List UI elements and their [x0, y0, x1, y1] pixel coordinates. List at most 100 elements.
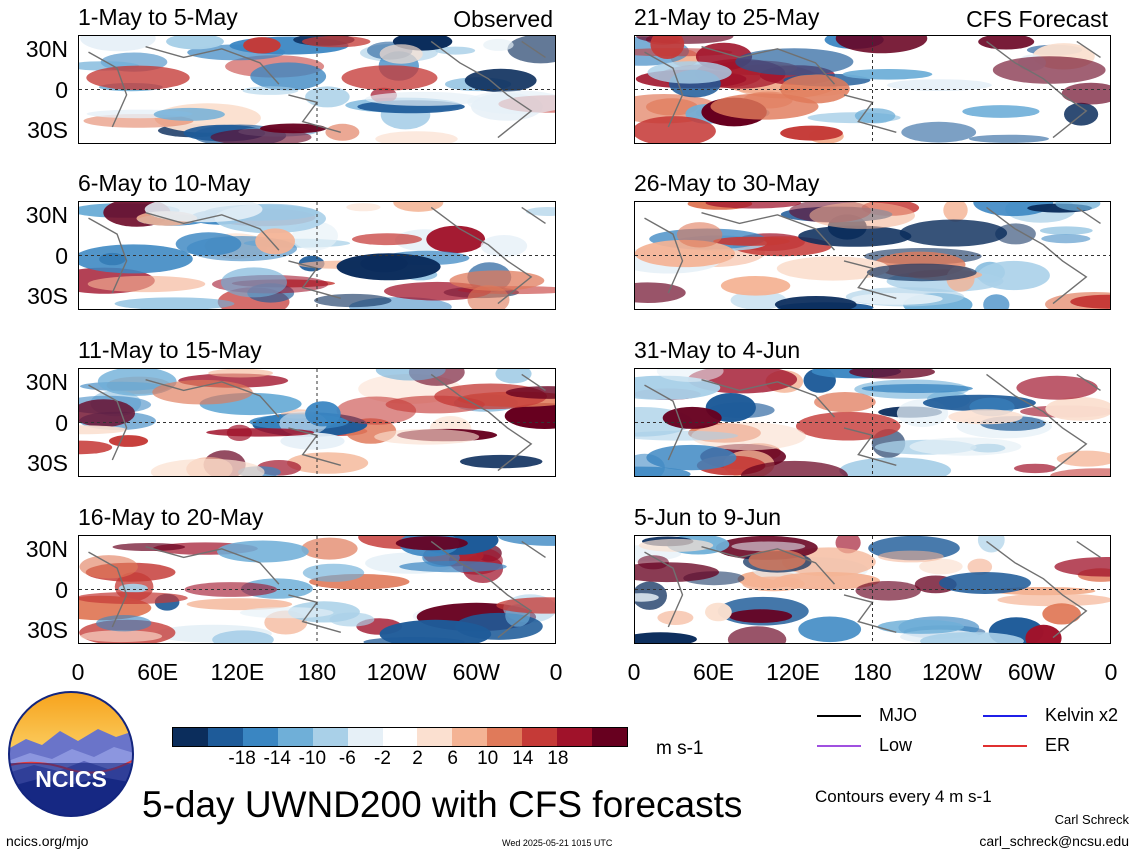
anomaly-blob	[939, 572, 1031, 594]
colorbar-swatch	[417, 728, 453, 746]
colorbar-swatch	[207, 728, 243, 746]
anomaly-blob	[255, 228, 295, 255]
legend-item: Low	[817, 735, 912, 755]
site-url: ncics.org/mjo	[6, 833, 89, 849]
latitude-tick: 30N	[25, 202, 68, 228]
anomaly-blob	[855, 581, 921, 601]
anomaly-blob	[635, 239, 735, 268]
anomaly-blob	[186, 598, 293, 611]
anomaly-blob	[877, 619, 964, 634]
colorbar	[172, 727, 628, 747]
anomaly-blob	[480, 235, 528, 257]
anomaly-map	[634, 535, 1111, 644]
legend-line-swatch	[817, 745, 861, 748]
legend-label: ER	[1045, 735, 1071, 755]
anomaly-blob	[495, 369, 532, 384]
anomaly-blob	[329, 612, 375, 627]
anomaly-blob	[87, 275, 206, 293]
anomaly-blob	[217, 540, 309, 563]
anomaly-blob	[854, 108, 896, 124]
latitude-tick: 30S	[27, 117, 68, 143]
anomaly-blob	[166, 36, 224, 50]
colorbar-tick: 10	[477, 748, 499, 769]
panel-title: 11-May to 15-May	[78, 337, 262, 363]
anomaly-blob	[635, 562, 719, 583]
latitude-tick: 0	[55, 409, 68, 436]
contours-note: Contours every 4 m s-1	[815, 787, 992, 806]
colorbar-swatch	[173, 728, 208, 746]
legend-line-swatch	[817, 715, 861, 718]
main-title: 5-day UWND200 with CFS forecasts	[142, 784, 743, 825]
anomaly-blob	[150, 458, 265, 476]
anomaly-blob	[676, 222, 723, 248]
legend-label: Low	[879, 735, 913, 755]
anomaly-map	[634, 35, 1111, 144]
coastline	[88, 40, 546, 139]
legend-item: Kelvin x2	[983, 705, 1118, 725]
colorbar-tick: 6	[447, 748, 458, 769]
colorbar-swatch	[452, 728, 488, 746]
latitude-tick: 30N	[25, 536, 68, 562]
anomaly-blob	[79, 399, 135, 427]
latitude-tick: 30S	[27, 617, 68, 643]
anomaly-blob	[748, 549, 806, 571]
anomaly-blob	[305, 401, 341, 427]
anomaly-blob	[379, 619, 492, 643]
anomaly-blob	[839, 457, 952, 476]
panel-source-label: CFS Forecast	[966, 6, 1108, 32]
colorbar-swatch	[277, 728, 313, 746]
legend-label: Kelvin x2	[1045, 705, 1119, 725]
anomaly-map	[634, 368, 1111, 477]
anomaly-blob	[379, 44, 423, 64]
latitude-tick: 30N	[25, 36, 68, 62]
colorbar-swatch	[592, 728, 627, 746]
anomaly-blob	[901, 121, 977, 143]
anomaly-blob	[1016, 375, 1098, 400]
logo-text: NCICS	[35, 766, 107, 792]
anomaly-blob	[260, 123, 327, 134]
anomaly-blob	[80, 36, 156, 52]
anomaly-map	[78, 368, 556, 477]
anomaly-blob	[1054, 557, 1110, 577]
anomaly-blob	[742, 576, 805, 592]
timestamp: Wed 2025-05-21 1015 UTC	[502, 838, 613, 848]
panel-title: 26-May to 30-May	[634, 170, 820, 196]
wind-anomaly-field	[79, 36, 555, 143]
anomaly-map	[78, 35, 556, 144]
longitude-tick: 180	[853, 659, 892, 685]
colorbar-tick: 14	[512, 748, 534, 769]
anomaly-blob	[835, 36, 928, 54]
coastline	[88, 206, 546, 305]
anomaly-blob	[720, 276, 791, 296]
anomaly-blob	[497, 536, 555, 546]
anomaly-blob	[341, 65, 438, 91]
anomaly-blob	[325, 123, 360, 141]
colorbar-tick: -2	[374, 748, 391, 769]
anomaly-blob	[635, 593, 659, 602]
anomaly-blob	[208, 369, 273, 378]
latitude-tick: 30N	[25, 369, 68, 395]
longitude-tick: 120E	[766, 659, 820, 685]
anomaly-blob	[385, 395, 485, 414]
anomaly-blob	[713, 236, 790, 246]
latitude-tick: 0	[55, 242, 68, 269]
anomaly-blob	[206, 428, 315, 437]
colorbar-tick: -6	[338, 748, 356, 769]
wind-anomaly-field	[635, 202, 1110, 309]
anomaly-blob	[899, 219, 1008, 247]
anomaly-blob	[250, 62, 327, 91]
anomaly-blob	[992, 56, 1106, 84]
anomaly-blob	[635, 632, 697, 643]
coastline	[88, 373, 546, 472]
anomaly-blob	[849, 369, 935, 379]
anomaly-blob	[79, 425, 128, 435]
longitude-tick: 60E	[693, 659, 734, 685]
panel-title: 31-May to 4-Jun	[634, 337, 801, 363]
anomaly-blob	[144, 202, 263, 223]
anomaly-blob	[79, 592, 188, 604]
anomaly-blob	[395, 536, 468, 551]
anomaly-blob	[302, 563, 365, 582]
coastline	[644, 540, 1101, 639]
anomaly-blob	[153, 107, 225, 121]
anomaly-blob	[352, 233, 422, 246]
